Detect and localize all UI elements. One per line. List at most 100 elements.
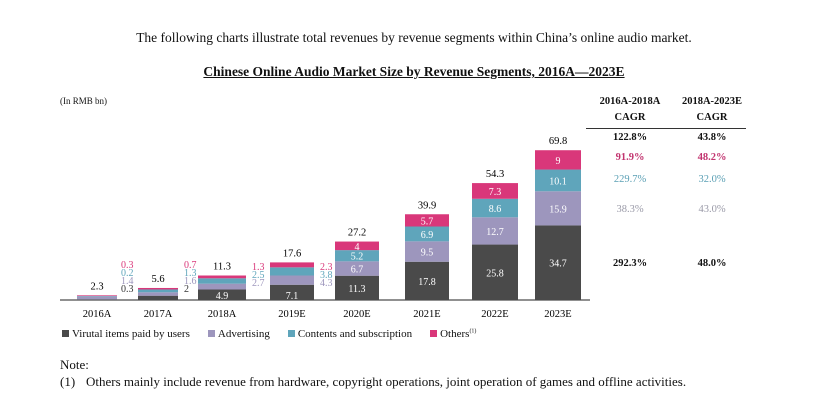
x-tick-label: 2017A xyxy=(144,309,173,320)
bar-segment xyxy=(270,284,314,300)
cagr-header: CAGR xyxy=(614,112,646,123)
data-label: 12.7 xyxy=(486,227,504,238)
total-label: 54.3 xyxy=(486,169,504,180)
cagr-header: 2016A-2018A xyxy=(599,96,661,107)
total-label: 27.2 xyxy=(348,228,366,239)
bar-segment xyxy=(472,244,518,300)
data-label: 11.3 xyxy=(348,284,365,295)
data-label: 2.7 xyxy=(252,278,265,289)
data-label: 9 xyxy=(556,156,561,167)
x-tick-label: 2023E xyxy=(544,309,571,320)
total-label: 39.9 xyxy=(418,200,436,211)
bar-segment xyxy=(535,169,581,192)
bar-segment xyxy=(270,275,314,285)
data-label: 2.5 xyxy=(252,270,265,281)
cagr-header: 2018A-2023E xyxy=(681,96,743,107)
data-label: 5.7 xyxy=(421,216,434,227)
cagr-value: 43.0% xyxy=(698,204,726,215)
x-tick-label: 2022E xyxy=(481,309,508,320)
bar-segment xyxy=(77,295,117,296)
data-label: 0.3 xyxy=(121,284,134,295)
legend-swatch xyxy=(287,330,295,337)
x-tick-label: 2021E xyxy=(413,309,440,320)
data-label: 2.3 xyxy=(320,262,333,273)
cagr-value: 48.0% xyxy=(697,258,727,269)
legend-swatch xyxy=(430,330,438,337)
data-label: 6.9 xyxy=(421,230,434,241)
note-number: (1) xyxy=(60,374,76,389)
legend-label: Virutal items paid by users xyxy=(72,328,190,340)
bar-segment xyxy=(77,296,117,300)
legend: Virutal items paid by users Advertising Co… xyxy=(62,328,476,340)
bar-segment xyxy=(198,283,246,290)
bar-segment xyxy=(535,150,581,170)
bar-segment xyxy=(535,225,581,300)
bar-segment xyxy=(77,299,117,300)
stacked-bar-chart: 2.32016A0.30.21.40.35.62017A0.71.31.6211… xyxy=(60,136,590,320)
bar-segment xyxy=(472,198,518,218)
bar-segment xyxy=(198,289,246,300)
data-label: 8.6 xyxy=(489,204,502,215)
cagr-header: CAGR xyxy=(696,112,728,123)
bar-segment xyxy=(535,191,581,226)
data-label: 1.6 xyxy=(184,276,197,287)
data-label: 0.2 xyxy=(121,268,134,279)
bar-segment xyxy=(335,275,379,300)
intro-text: The following charts illustrate total re… xyxy=(136,30,692,45)
note-item: (1) Others mainly include revenue from h… xyxy=(60,374,726,390)
data-label: 4.3 xyxy=(320,278,333,289)
data-label: 6.7 xyxy=(351,265,364,276)
legend-footnote-marker: (1) xyxy=(469,328,477,335)
data-label: 7.3 xyxy=(489,187,502,198)
cagr-divider xyxy=(586,128,746,129)
data-label: 2 xyxy=(184,284,189,295)
data-label: 25.8 xyxy=(486,268,504,279)
legend-label: Advertising xyxy=(217,328,270,340)
data-label: 1.3 xyxy=(252,262,265,273)
data-label: 3.8 xyxy=(320,270,333,281)
total-label: 69.8 xyxy=(549,136,567,147)
bar-segment xyxy=(270,262,314,268)
bar-segment xyxy=(472,217,518,245)
data-label: 0.3 xyxy=(121,260,134,271)
legend-item: Virutal items paid by users xyxy=(62,328,190,340)
x-tick-label: 2020E xyxy=(343,309,370,320)
bar-segment xyxy=(198,278,246,284)
data-label: 0.7 xyxy=(184,260,197,271)
bar-segment xyxy=(405,226,449,242)
bar-segment xyxy=(138,289,178,293)
bar-segment xyxy=(472,183,518,199)
bar-segment xyxy=(138,292,178,296)
data-label: 10.1 xyxy=(549,176,567,187)
cagr-value: 122.8% xyxy=(612,132,648,143)
data-label: 5.2 xyxy=(351,252,364,263)
cagr-value: 48.2% xyxy=(697,152,727,163)
total-label: 17.6 xyxy=(283,248,301,259)
note-heading: Note: xyxy=(60,357,89,372)
cagr-value: 91.9% xyxy=(615,152,645,163)
cagr-value: 32.0% xyxy=(698,174,726,185)
bar-segment xyxy=(405,241,449,262)
bar-segment xyxy=(405,214,449,227)
cagr-value: 38.3% xyxy=(616,204,644,215)
data-label: 4 xyxy=(355,242,360,253)
data-label: 9.5 xyxy=(421,248,434,259)
data-label: 4.9 xyxy=(216,291,229,302)
total-label: 11.3 xyxy=(213,262,231,273)
legend-item: Contents and subscription xyxy=(287,328,412,340)
data-label: 7.1 xyxy=(286,291,299,302)
x-tick-label: 2018A xyxy=(208,309,237,320)
legend-label: Others xyxy=(440,328,470,340)
bar-segment xyxy=(270,267,314,276)
x-tick-label: 2016A xyxy=(83,309,112,320)
bar-segment xyxy=(138,287,178,290)
data-label: 15.9 xyxy=(549,204,567,215)
cagr-value: 292.3% xyxy=(612,258,648,269)
legend-item: Others(1) xyxy=(430,328,476,340)
data-label: 34.7 xyxy=(549,259,567,270)
bar-segment xyxy=(335,261,379,276)
bar-segment xyxy=(335,241,379,251)
data-label: 17.8 xyxy=(418,277,436,288)
legend-swatch xyxy=(207,330,215,337)
